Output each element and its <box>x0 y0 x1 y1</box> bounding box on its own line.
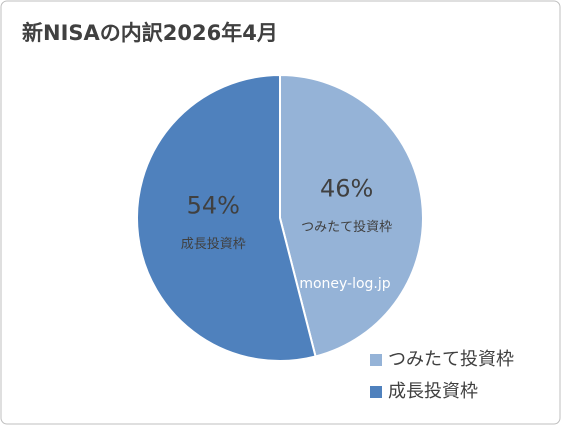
pie-slice <box>279 73 424 358</box>
slice-value-label: 46% <box>320 175 373 203</box>
pie-slice <box>136 73 317 362</box>
slice-category-label: 成長投資枠 <box>181 236 246 252</box>
watermark: money-log.jp <box>299 276 390 292</box>
legend-swatch <box>370 386 382 398</box>
legend-label: つみたて投資枠 <box>388 349 514 370</box>
slice-category-label: つみたて投資枠 <box>301 219 392 235</box>
legend-swatch <box>370 354 382 366</box>
chart-title: 新NISAの内訳2026年4月 <box>22 21 278 45</box>
slice-value-label: 54% <box>187 191 240 219</box>
legend-label: 成長投資枠 <box>388 381 478 402</box>
